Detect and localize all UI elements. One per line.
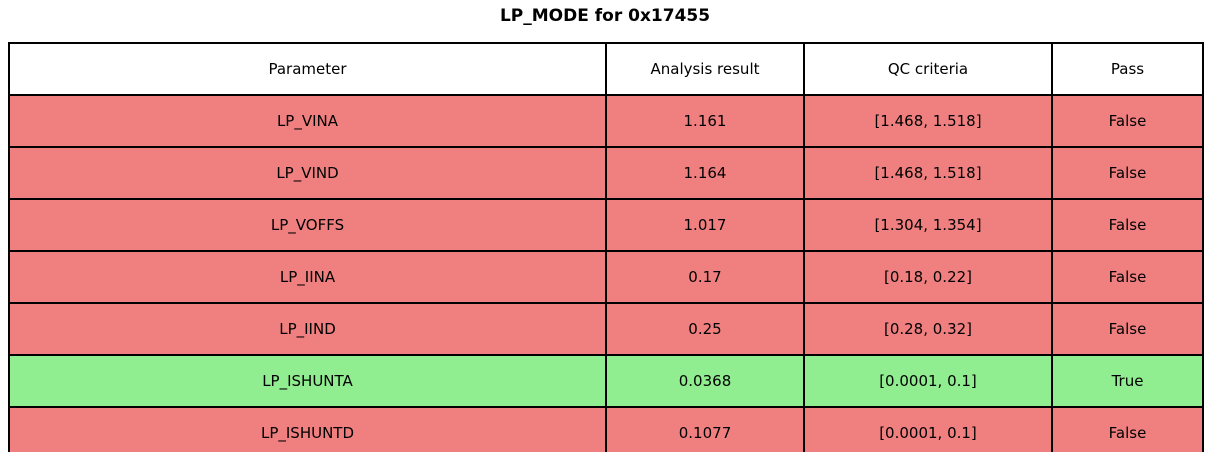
pass-cell: False: [1051, 146, 1204, 200]
result-cell: 1.164: [605, 146, 805, 200]
result-cell: 0.0368: [605, 354, 805, 408]
table-row: LP_ISHUNTA 0.0368 [0.0001, 0.1] True: [8, 354, 1204, 408]
table-row: LP_VINA 1.161 [1.468, 1.518] False: [8, 94, 1204, 148]
pass-cell: False: [1051, 94, 1204, 148]
parameter-cell: LP_ISHUNTD: [8, 406, 607, 452]
parameter-cell: LP_IIND: [8, 302, 607, 356]
parameter-cell: LP_VIND: [8, 146, 607, 200]
parameter-cell: LP_IINA: [8, 250, 607, 304]
column-header-parameter: Parameter: [8, 42, 607, 96]
pass-cell: True: [1051, 354, 1204, 408]
criteria-cell: [0.18, 0.22]: [803, 250, 1053, 304]
column-header-pass: Pass: [1051, 42, 1204, 96]
parameter-cell: LP_VOFFS: [8, 198, 607, 252]
result-cell: 0.17: [605, 250, 805, 304]
pass-cell: False: [1051, 198, 1204, 252]
table-row: LP_ISHUNTD 0.1077 [0.0001, 0.1] False: [8, 406, 1204, 452]
result-cell: 1.017: [605, 198, 805, 252]
chart-title: LP_MODE for 0x17455: [499, 6, 711, 26]
qc-results-table: Parameter Analysis result QC criteria Pa…: [8, 42, 1204, 452]
pass-cell: False: [1051, 302, 1204, 356]
criteria-cell: [1.468, 1.518]: [803, 146, 1053, 200]
header-row: Parameter Analysis result QC criteria Pa…: [8, 42, 1204, 96]
parameter-cell: LP_VINA: [8, 94, 607, 148]
table-row: LP_IIND 0.25 [0.28, 0.32] False: [8, 302, 1204, 356]
table-row: LP_IINA 0.17 [0.18, 0.22] False: [8, 250, 1204, 304]
result-cell: 0.25: [605, 302, 805, 356]
criteria-cell: [0.28, 0.32]: [803, 302, 1053, 356]
parameter-cell: LP_ISHUNTA: [8, 354, 607, 408]
pass-cell: False: [1051, 406, 1204, 452]
criteria-cell: [1.304, 1.354]: [803, 198, 1053, 252]
table-row: LP_VIND 1.164 [1.468, 1.518] False: [8, 146, 1204, 200]
criteria-cell: [0.0001, 0.1]: [803, 354, 1053, 408]
column-header-analysis-result: Analysis result: [605, 42, 805, 96]
result-cell: 0.1077: [605, 406, 805, 452]
column-header-qc-criteria: QC criteria: [803, 42, 1053, 96]
criteria-cell: [1.468, 1.518]: [803, 94, 1053, 148]
criteria-cell: [0.0001, 0.1]: [803, 406, 1053, 452]
result-cell: 1.161: [605, 94, 805, 148]
table-row: LP_VOFFS 1.017 [1.304, 1.354] False: [8, 198, 1204, 252]
pass-cell: False: [1051, 250, 1204, 304]
